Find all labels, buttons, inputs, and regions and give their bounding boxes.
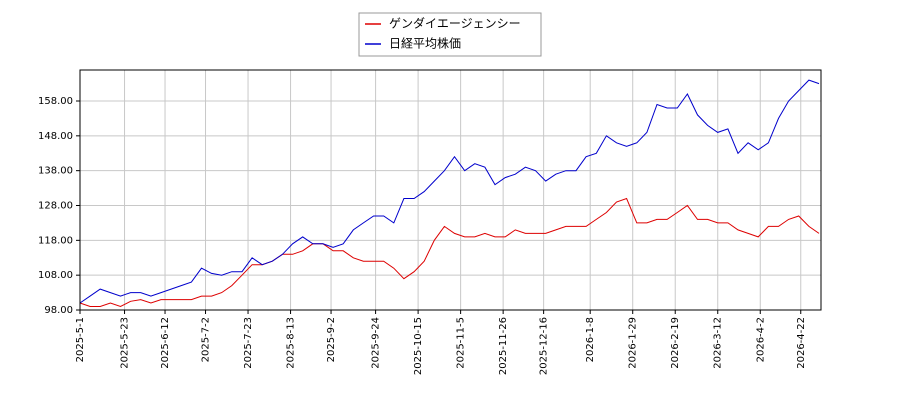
x-tick-label: 2025-9-2: [326, 317, 337, 362]
y-tick-label: 118.00: [38, 235, 73, 246]
y-tick-label: 158.00: [38, 96, 73, 107]
legend-box: [358, 12, 542, 57]
x-tick-label: 2025-12-16: [539, 317, 550, 375]
y-tick-label: 128.00: [38, 201, 73, 212]
plot-frame: [79, 69, 822, 311]
x-tick-label: 2025-5-1: [75, 317, 86, 362]
x-tick-label: 2025-7-2: [201, 317, 212, 362]
y-tick-label: 98.00: [44, 305, 73, 316]
x-tick-label: 2026-4-2: [755, 317, 766, 362]
legend-label: ゲンダイエージェンシー: [389, 16, 521, 31]
series-line: [79, 79, 820, 304]
x-tick-label: 2025-8-13: [286, 317, 297, 369]
y-tick-label: 108.00: [38, 270, 73, 281]
y-tick-label: 138.00: [38, 166, 73, 177]
x-tick-label: 2026-3-12: [713, 317, 724, 369]
x-tick-label: 2025-11-26: [498, 317, 509, 375]
x-tick-label: 2026-1-29: [628, 317, 639, 369]
x-tick-label: 2026-1-8: [585, 317, 596, 362]
x-tick-label: 2025-10-15: [413, 317, 424, 375]
x-tick-label: 2025-9-24: [371, 317, 382, 369]
series-line: [79, 197, 820, 308]
x-tick-label: 2026-2-19: [670, 317, 681, 369]
x-tick-label: 2026-4-22: [796, 317, 807, 369]
x-tick-label: 2025-11-5: [456, 317, 467, 369]
legend-label: 日経平均株価: [389, 36, 461, 51]
x-tick-label: 2025-7-23: [243, 317, 254, 369]
x-tick-label: 2025-5-23: [120, 317, 131, 369]
y-tick-label: 148.00: [38, 131, 73, 142]
x-tick-label: 2025-6-12: [160, 317, 171, 369]
